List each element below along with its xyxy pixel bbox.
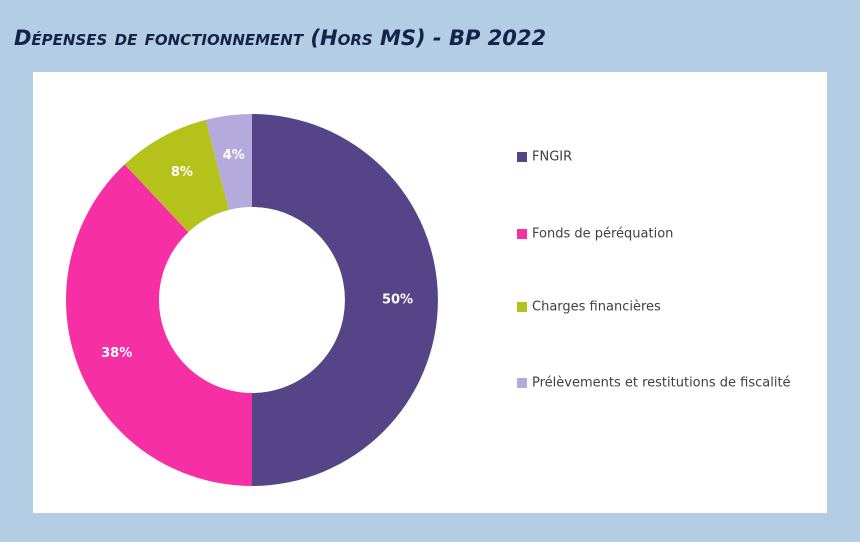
chart-title: Dépenses de fonctionnement (Hors MS) - B… xyxy=(14,26,546,50)
donut-slice xyxy=(205,114,252,210)
data-label: 8% xyxy=(171,165,193,180)
legend-label: Charges financières xyxy=(532,300,661,315)
legend-swatch xyxy=(517,229,527,239)
legend-label: Prélèvements et restitutions de fiscalit… xyxy=(532,376,791,391)
donut-slice xyxy=(252,114,438,486)
donut-slice xyxy=(124,119,229,233)
data-label: 38% xyxy=(101,346,132,361)
legend-swatch xyxy=(517,302,527,312)
legend-swatch xyxy=(517,152,527,162)
legend-label: FNGIR xyxy=(532,150,572,165)
donut-slice xyxy=(66,164,252,486)
legend-label: Fonds de péréquation xyxy=(532,227,673,242)
data-label: 4% xyxy=(223,148,245,163)
data-label: 50% xyxy=(382,293,413,308)
legend-swatch xyxy=(517,378,527,388)
